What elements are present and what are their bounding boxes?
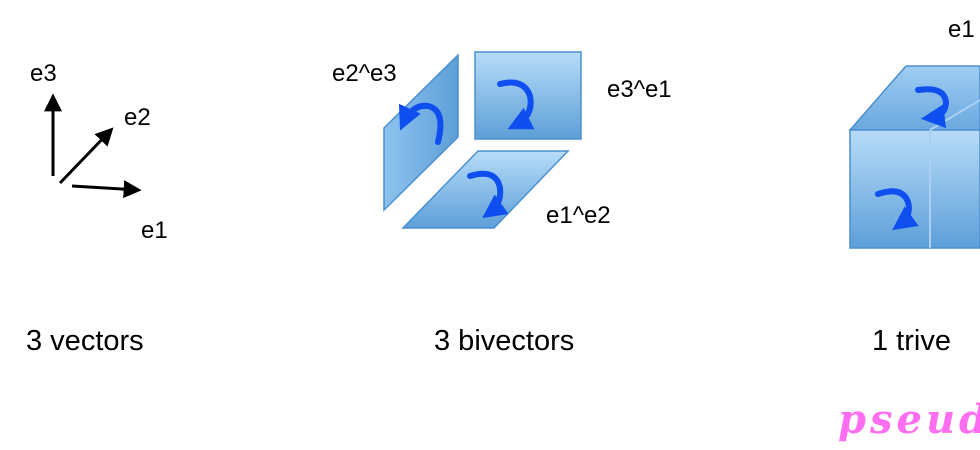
trivector-group bbox=[848, 65, 980, 249]
trivector-front-face bbox=[849, 129, 980, 249]
label-e3: e3 bbox=[30, 60, 57, 87]
e2-vector-arrow-icon bbox=[58, 127, 114, 185]
vector-group bbox=[44, 93, 142, 199]
rotation-arrow-icon bbox=[398, 102, 444, 145]
label-e2-wedge-e3: e2^e3 bbox=[332, 60, 397, 87]
label-trivector: e1 bbox=[948, 16, 975, 43]
trivector-top-face bbox=[848, 65, 980, 131]
rotation-arrow-icon bbox=[467, 170, 509, 219]
label-e2: e2 bbox=[124, 104, 151, 131]
caption-trivector: 1 trive bbox=[872, 325, 951, 357]
rotation-arrow-icon bbox=[497, 79, 535, 130]
rotation-arrow-icon bbox=[875, 188, 919, 231]
label-e1-wedge-e2: e1^e2 bbox=[546, 202, 611, 229]
caption-vectors: 3 vectors bbox=[26, 325, 144, 357]
caption-bivectors: 3 bivectors bbox=[434, 325, 575, 357]
bivector-plane-e1e2 bbox=[401, 150, 570, 229]
bivector-plane-e2e3 bbox=[383, 53, 459, 212]
bivector-group bbox=[383, 51, 582, 229]
rotation-arrow-icon bbox=[915, 86, 950, 129]
label-e1: e1 bbox=[141, 217, 168, 244]
e1-vector-arrow-icon bbox=[71, 180, 142, 199]
label-e3-wedge-e1: e3^e1 bbox=[607, 76, 672, 103]
footer-text: pseudos bbox=[838, 396, 980, 443]
